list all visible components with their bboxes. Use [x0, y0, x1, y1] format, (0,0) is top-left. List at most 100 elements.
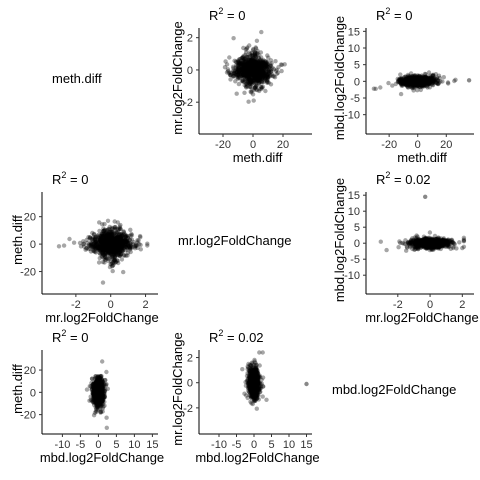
- data-point: [423, 79, 428, 84]
- data-point: [416, 77, 421, 82]
- data-point: [408, 80, 413, 85]
- data-point: [412, 82, 417, 87]
- data-point: [419, 81, 425, 86]
- data-point: [244, 73, 250, 78]
- data-point: [396, 245, 401, 250]
- data-point: [248, 60, 254, 65]
- data-point: [242, 66, 247, 71]
- data-point: [247, 67, 253, 72]
- data-point: [247, 61, 253, 66]
- data-point: [397, 77, 402, 82]
- data-point: [243, 76, 248, 82]
- data-point: [246, 60, 251, 65]
- data-point: [250, 63, 255, 68]
- data-point: [262, 62, 268, 68]
- data-point: [418, 78, 423, 84]
- data-point: [407, 78, 413, 83]
- data-point: [252, 75, 257, 81]
- data-point: [424, 79, 429, 85]
- data-point: [256, 71, 261, 77]
- data-point: [262, 70, 268, 76]
- data-point: [258, 74, 263, 80]
- data-point: [261, 60, 266, 65]
- data-point: [236, 64, 241, 69]
- data-point: [256, 52, 261, 57]
- data-point: [265, 53, 270, 58]
- data-point: [407, 80, 412, 85]
- data-point: [435, 76, 440, 82]
- data-point: [252, 65, 258, 70]
- data-point: [263, 61, 269, 66]
- data-point: [398, 240, 403, 246]
- data-point: [247, 66, 252, 71]
- data-point: [414, 80, 419, 86]
- data-point: [414, 75, 419, 80]
- data-point: [254, 66, 260, 71]
- data-point: [254, 62, 259, 67]
- data-point: [399, 77, 404, 82]
- data-point: [242, 71, 247, 76]
- data-point: [252, 52, 258, 57]
- data-point: [422, 78, 428, 84]
- data-point: [257, 73, 262, 79]
- data-point: [258, 65, 263, 71]
- data-point: [410, 76, 415, 81]
- data-point: [257, 69, 263, 75]
- data-point: [239, 67, 244, 73]
- data-point: [248, 78, 254, 83]
- data-point: [399, 82, 404, 87]
- data-point: [406, 79, 411, 85]
- data-point: [241, 66, 247, 71]
- data-point: [253, 75, 258, 80]
- data-point: [410, 81, 415, 87]
- data-point: [228, 70, 233, 75]
- data-point: [249, 65, 255, 71]
- data-point: [408, 80, 414, 85]
- data-point: [251, 68, 256, 73]
- data-point: [248, 77, 254, 82]
- data-point: [260, 61, 266, 66]
- data-point: [405, 85, 411, 90]
- data-point: [253, 65, 258, 70]
- data-point: [239, 73, 244, 79]
- data-point: [257, 69, 262, 75]
- data-point: [252, 67, 258, 72]
- data-point: [406, 78, 412, 83]
- data-point: [235, 74, 240, 80]
- data-point: [407, 79, 412, 84]
- data-point: [265, 76, 270, 81]
- data-point: [96, 260, 102, 265]
- data-point: [401, 79, 406, 85]
- data-point: [253, 65, 258, 71]
- data-point: [242, 60, 247, 66]
- data-point: [407, 79, 412, 84]
- data-point: [243, 62, 249, 67]
- data-point: [238, 62, 244, 68]
- y-tick-label: 0: [187, 65, 193, 77]
- data-point: [250, 53, 256, 58]
- data-point: [249, 50, 254, 56]
- data-point: [255, 58, 260, 63]
- data-point: [415, 83, 420, 89]
- data-point: [236, 71, 241, 77]
- data-point: [408, 79, 414, 84]
- scatter-points: [240, 350, 309, 411]
- data-point: [246, 99, 251, 104]
- data-point: [258, 71, 263, 77]
- data-point: [252, 66, 257, 71]
- data-point: [421, 78, 426, 83]
- data-point: [260, 84, 266, 90]
- data-point: [250, 64, 255, 70]
- data-point: [279, 68, 284, 74]
- data-point: [241, 73, 246, 78]
- data-point: [233, 71, 239, 77]
- data-point: [245, 73, 251, 78]
- data-point: [246, 54, 251, 60]
- data-point: [265, 61, 270, 66]
- data-point: [417, 76, 422, 82]
- data-point: [441, 75, 446, 80]
- data-point: [414, 78, 420, 83]
- data-point: [236, 61, 241, 66]
- data-point: [253, 59, 258, 65]
- data-point: [414, 80, 419, 85]
